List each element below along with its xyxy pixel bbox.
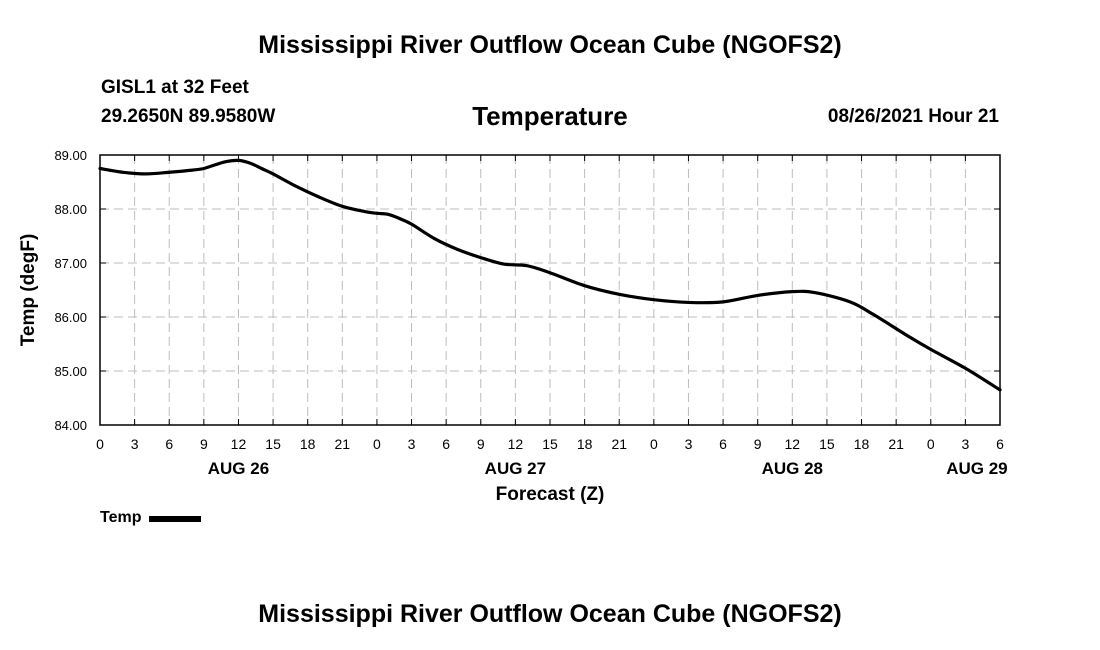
station-name: GISL1 at 32 Feet xyxy=(101,77,249,98)
station-coordinates: 29.2650N 89.9580W xyxy=(101,106,276,127)
x-tick-label: 6 xyxy=(996,436,1004,452)
x-tick-label: 0 xyxy=(650,436,658,452)
x-tick-label: 6 xyxy=(719,436,727,452)
x-tick-label: 18 xyxy=(854,436,870,452)
x-tick-label: 9 xyxy=(754,436,762,452)
x-tick-label: 3 xyxy=(961,436,969,452)
x-tick-label: 9 xyxy=(477,436,485,452)
y-tick-label: 87.00 xyxy=(54,256,87,271)
date-label: AUG 28 xyxy=(762,459,823,478)
x-tick-label: 6 xyxy=(165,436,173,452)
x-tick-label: 12 xyxy=(231,436,247,452)
x-axis-label: Forecast (Z) xyxy=(496,484,605,505)
x-tick-label: 18 xyxy=(300,436,316,452)
x-tick-label: 3 xyxy=(685,436,693,452)
x-tick-label: 15 xyxy=(819,436,835,452)
x-tick-label: 21 xyxy=(888,436,904,452)
y-tick-label: 84.00 xyxy=(54,418,87,433)
date-label: AUG 27 xyxy=(485,459,546,478)
x-tick-label: 12 xyxy=(785,436,801,452)
x-tick-label: 15 xyxy=(542,436,558,452)
legend-swatch xyxy=(149,516,202,522)
y-tick-label: 86.00 xyxy=(54,310,87,325)
grid-lines xyxy=(100,155,1000,425)
legend: Temp xyxy=(100,509,202,527)
y-tick-label: 89.00 xyxy=(54,148,87,163)
x-tick-label: 0 xyxy=(927,436,935,452)
x-tick-label: 6 xyxy=(442,436,450,452)
page-title: Mississippi River Outflow Ocean Cube (NG… xyxy=(258,31,842,59)
run-time: 08/26/2021 Hour 21 xyxy=(827,106,999,127)
date-label: AUG 26 xyxy=(208,459,269,478)
y-axis-label: Temp (degF) xyxy=(18,234,39,347)
x-tick-label: 21 xyxy=(335,436,351,452)
axis-ticks xyxy=(99,154,1001,426)
legend-label: Temp xyxy=(100,509,142,526)
x-tick-label: 21 xyxy=(611,436,627,452)
x-tick-label: 18 xyxy=(577,436,593,452)
x-tick-label: 15 xyxy=(265,436,281,452)
x-tick-label: 3 xyxy=(131,436,139,452)
x-tick-label: 12 xyxy=(508,436,524,452)
y-tick-label: 88.00 xyxy=(54,202,87,217)
x-tick-label: 9 xyxy=(200,436,208,452)
date-label: AUG 29 xyxy=(946,459,1007,478)
y-tick-label: 85.00 xyxy=(54,364,87,379)
chart-title: Temperature xyxy=(472,101,628,131)
x-tick-label: 0 xyxy=(96,436,104,452)
temp-series-line xyxy=(98,158,1002,392)
x-tick-label: 3 xyxy=(408,436,416,452)
x-tick-label: 0 xyxy=(373,436,381,452)
footer-title: Mississippi River Outflow Ocean Cube (NG… xyxy=(258,600,842,628)
axis-labels: 0 3 6 9 12 15 18 21 0 3 6 9 12 15 18 21 0 3 6 9 12 15 18 21 0 3 6 8… xyxy=(18,148,1008,505)
series-layer xyxy=(98,158,1002,392)
